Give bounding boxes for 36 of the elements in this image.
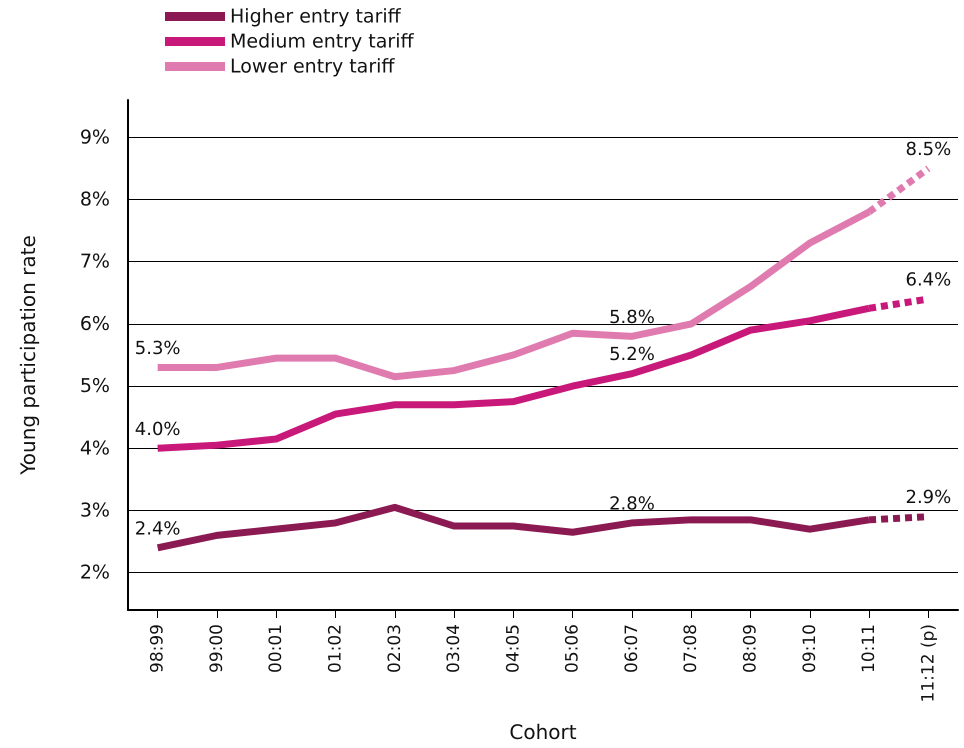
y-tick-label: 2%: [80, 562, 110, 584]
data-label: 6.4%: [905, 270, 952, 291]
x-tick-label: 08:09: [740, 624, 760, 673]
x-tick-label: 02:03: [384, 624, 405, 673]
x-tick-label: 11:12 (p): [918, 624, 938, 702]
x-tick-label: 01:02: [326, 624, 346, 673]
data-label: 5.3%: [134, 338, 181, 359]
data-label: 2.9%: [905, 487, 952, 508]
x-tick-label: 10:11: [859, 624, 880, 673]
data-label: 2.4%: [134, 518, 181, 540]
legend-label: Lower entry tariff: [230, 56, 396, 78]
data-label: 2.8%: [609, 493, 655, 514]
x-tick-label: 07:08: [681, 624, 702, 673]
data-label: 4.0%: [134, 418, 181, 440]
x-tick-label: 04:05: [503, 624, 524, 673]
y-tick-label: 8%: [80, 188, 110, 211]
x-tick-label: 00:01: [266, 624, 286, 673]
data-label: 5.2%: [609, 344, 655, 366]
x-tick-label: 09:10: [800, 624, 820, 673]
x-tick-label: 99:00: [206, 624, 227, 673]
data-label: 5.8%: [609, 306, 655, 328]
x-tick-label: 06:07: [622, 624, 642, 673]
y-tick-label: 7%: [80, 250, 110, 273]
x-tick-label: 98:99: [148, 624, 168, 673]
legend-label: Higher entry tariff: [230, 6, 402, 28]
y-axis-title: Young participation rate: [16, 235, 40, 476]
x-axis-title: Cohort: [509, 720, 577, 744]
y-tick-label: 3%: [80, 499, 110, 522]
y-tick-label: 6%: [80, 312, 110, 335]
y-tick-label: 4%: [80, 437, 110, 460]
x-tick-label: 05:06: [562, 624, 583, 673]
legend-label: Medium entry tariff: [230, 30, 414, 52]
data-label: 8.5%: [905, 138, 952, 160]
y-tick-label: 9%: [80, 126, 110, 148]
x-tick-label: 03:04: [444, 624, 464, 673]
y-tick-label: 5%: [80, 375, 110, 398]
